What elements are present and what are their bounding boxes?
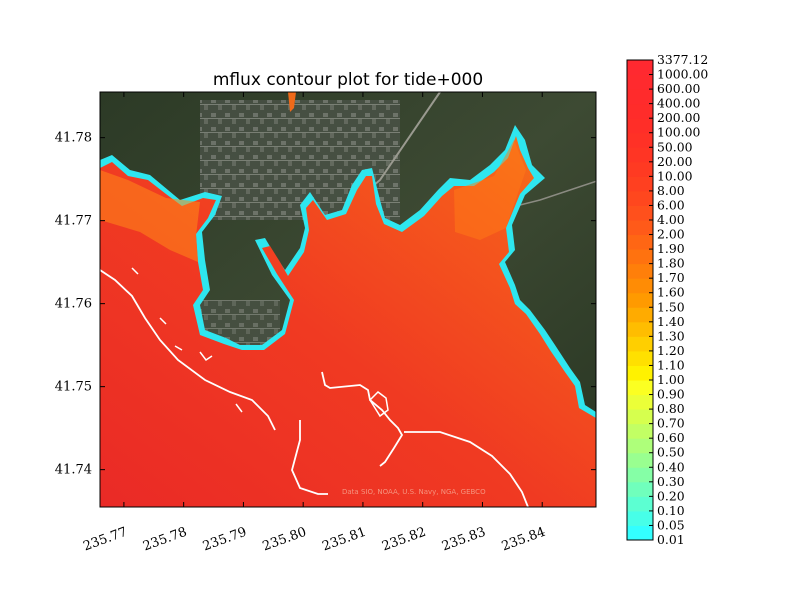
- colorbar-label: 0.80: [657, 401, 685, 416]
- colorbar-label: 1.80: [657, 256, 685, 271]
- colorbar-label: 0.01: [657, 532, 685, 547]
- x-tick-label: 235.77: [81, 525, 129, 555]
- colorbar-label: 1.90: [657, 241, 685, 256]
- colorbar-swatch: [627, 292, 653, 308]
- colorbar-swatch: [627, 220, 653, 236]
- colorbar-label: 8.00: [657, 183, 685, 198]
- y-axis: 41.74 41.75 41.76 41.77 41.78: [55, 131, 596, 478]
- x-tick-label: 235.81: [320, 525, 368, 555]
- spit-contour: [131, 267, 243, 413]
- colorbar-swatch: [627, 452, 653, 468]
- flux-contour-mid: [100, 170, 200, 262]
- colorbar-label: 1.00: [657, 372, 685, 387]
- x-tick-label: 235.79: [201, 525, 249, 555]
- colorbar-swatch: [627, 423, 653, 439]
- y-tick-label: 41.78: [55, 131, 92, 146]
- x-tick-label: 235.83: [440, 525, 488, 555]
- colorbar-swatch: [627, 350, 653, 366]
- colorbar-label: 0.50: [657, 445, 685, 460]
- colorbar-swatch: [627, 147, 653, 163]
- colorbar-swatch: [627, 409, 653, 425]
- colorbar-swatch: [627, 394, 653, 410]
- colorbar-swatch: [627, 103, 653, 119]
- colorbar: 0.010.050.100.200.300.400.500.600.700.80…: [626, 52, 708, 547]
- colorbar-swatch: [627, 467, 653, 483]
- colorbar-label: 0.60: [657, 430, 685, 445]
- colorbar-label: 6.00: [657, 197, 685, 212]
- colorbar-swatch: [627, 132, 653, 148]
- colorbar-swatch: [627, 205, 653, 221]
- colorbar-swatch: [627, 307, 653, 323]
- colorbar-swatch: [627, 190, 653, 206]
- flux-contour-inlet: [288, 92, 296, 112]
- colorbar-label: 400.00: [657, 96, 700, 111]
- colorbar-swatch: [627, 234, 653, 250]
- colorbar-swatch: [627, 118, 653, 134]
- colorbar-swatch: [627, 60, 653, 76]
- colorbar-label: 0.70: [657, 416, 685, 431]
- colorbar-label: 1.60: [657, 285, 685, 300]
- colorbar-swatch: [627, 278, 653, 294]
- colorbar-label: 0.90: [657, 387, 685, 402]
- colorbar-label: 0.30: [657, 474, 685, 489]
- colorbar-label: 0.05: [657, 517, 685, 532]
- flux-contour-mid-east: [454, 140, 526, 240]
- chart-title: mflux contour plot for tide+000: [213, 70, 483, 90]
- colorbar-swatch: [627, 89, 653, 105]
- colorbar-frame: [626, 59, 654, 541]
- y-tick-label: 41.74: [55, 463, 92, 478]
- colorbar-swatch: [627, 365, 653, 381]
- colorbar-swatch: [627, 176, 653, 192]
- colorbar-swatch: [627, 380, 653, 396]
- colorbar-swatch: [627, 496, 653, 512]
- colorbar-swatch: [627, 438, 653, 454]
- x-tick-label: 235.84: [500, 525, 548, 555]
- colorbar-label: 1.50: [657, 299, 685, 314]
- island-contour: [369, 391, 389, 418]
- colorbar-label: 0.20: [657, 488, 685, 503]
- plot-area: Data SIO, NOAA, U.S. Navy, NGA, GEBCO: [100, 92, 596, 507]
- colorbar-label: 1.10: [657, 357, 685, 372]
- colorbar-label: 20.00: [657, 154, 693, 169]
- colorbar-swatch: [627, 249, 653, 265]
- colorbar-swatch: [627, 161, 653, 177]
- colorbar-label: 1.30: [657, 328, 685, 343]
- y-tick-label: 41.76: [55, 297, 92, 312]
- colorbar-label: 50.00: [657, 139, 693, 154]
- colorbar-label: 1.40: [657, 314, 685, 329]
- colorbar-label: 200.00: [657, 110, 700, 125]
- plot-frame: [99, 91, 597, 508]
- colorbar-swatch: [627, 74, 653, 90]
- x-tick-label: 235.78: [141, 525, 189, 555]
- colorbar-label: 100.00: [657, 125, 700, 140]
- colorbar-label: 1.20: [657, 343, 685, 358]
- y-tick-label: 41.77: [55, 214, 92, 229]
- colorbar-swatch: [627, 481, 653, 497]
- colorbar-label: 1.70: [657, 270, 685, 285]
- colorbar-swatch: [627, 321, 653, 337]
- y-tick-label: 41.75: [55, 380, 92, 395]
- colorbar-label: 3377.12: [657, 52, 708, 67]
- colorbar-label: 0.40: [657, 459, 685, 474]
- colorbar-label: 2.00: [657, 227, 685, 242]
- colorbar-swatch: [627, 263, 653, 279]
- coastline-contour: [100, 269, 529, 507]
- colorbar-label: 0.10: [657, 503, 685, 518]
- basemap-attribution: Data SIO, NOAA, U.S. Navy, NGA, GEBCO: [342, 488, 486, 496]
- colorbar-swatch: [627, 510, 653, 526]
- colorbar-swatch: [627, 525, 653, 541]
- x-tick-label: 235.82: [380, 525, 428, 555]
- colorbar-swatch: [627, 336, 653, 352]
- x-tick-label: 235.80: [261, 525, 309, 555]
- colorbar-label: 600.00: [657, 81, 700, 96]
- colorbar-label: 1000.00: [657, 67, 708, 82]
- colorbar-label: 4.00: [657, 212, 685, 227]
- colorbar-label: 10.00: [657, 168, 693, 183]
